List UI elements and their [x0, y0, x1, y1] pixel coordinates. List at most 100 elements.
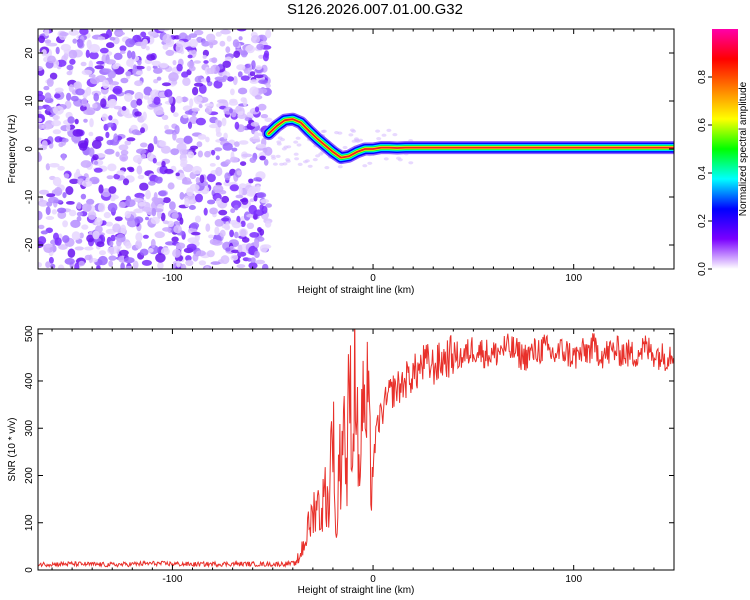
- snr-y-tick-label: 400: [24, 372, 35, 389]
- noise-blob: [254, 95, 263, 100]
- noise-blob: [195, 117, 206, 126]
- noise-blob: [86, 39, 92, 50]
- noise-blob: [81, 97, 88, 107]
- noise-blob: [68, 209, 77, 217]
- noise-blob: [96, 60, 105, 65]
- noise-blob: [110, 196, 116, 202]
- noise-blob: [247, 186, 257, 196]
- noise-blob: [134, 80, 143, 87]
- noise-blob: [188, 205, 196, 210]
- noise-blob: [180, 263, 187, 269]
- noise-blob: [84, 246, 94, 251]
- noise-blob: [171, 212, 179, 219]
- noise-blob: [195, 193, 203, 203]
- noise-blob: [194, 215, 202, 223]
- noise-blob: [337, 131, 343, 135]
- noise-blob: [204, 103, 214, 107]
- noise-blob: [89, 118, 94, 128]
- noise-blob: [75, 168, 81, 176]
- noise-blob: [162, 44, 169, 50]
- noise-blob: [221, 217, 230, 222]
- noise-blob: [229, 220, 238, 225]
- noise-blob: [93, 167, 103, 173]
- noise-blob: [191, 231, 201, 236]
- noise-blob: [139, 248, 149, 256]
- noise-blob: [68, 29, 80, 36]
- noise-blob: [157, 262, 164, 269]
- noise-blob: [118, 144, 129, 151]
- noise-blob: [100, 98, 107, 108]
- noise-blob: [158, 29, 169, 32]
- noise-blob: [172, 248, 182, 258]
- noise-blob: [116, 239, 122, 247]
- noise-blob: [104, 148, 115, 155]
- noise-blob: [293, 152, 299, 156]
- noise-blob: [126, 50, 132, 59]
- spectrogram-x-tick-label: 0: [370, 273, 376, 284]
- noise-blob: [131, 129, 141, 135]
- noise-blob: [74, 262, 80, 269]
- noise-blob: [190, 145, 199, 150]
- noise-blob: [58, 244, 68, 250]
- noise-blob: [108, 81, 120, 86]
- noise-blob: [39, 189, 49, 195]
- colorbar-tick-label: 0.6: [697, 118, 708, 132]
- noise-blob: [121, 106, 127, 111]
- noise-blob: [126, 137, 136, 142]
- noise-blob: [225, 247, 231, 252]
- noise-blob: [221, 117, 227, 127]
- noise-blob: [46, 193, 56, 198]
- noise-blob: [295, 136, 301, 140]
- noise-blob: [58, 142, 64, 148]
- noise-blob: [240, 97, 247, 103]
- noise-blob: [256, 192, 267, 199]
- noise-blob: [57, 165, 65, 171]
- noise-blob: [124, 199, 136, 208]
- noise-blob: [198, 103, 203, 109]
- noise-blob: [210, 261, 221, 265]
- noise-blob: [92, 154, 99, 161]
- noise-blob: [38, 224, 45, 230]
- noise-blob: [49, 72, 58, 80]
- noise-blob: [135, 240, 143, 249]
- noise-blob: [264, 146, 273, 156]
- noise-blob: [231, 200, 242, 209]
- noise-blob: [120, 149, 129, 156]
- noise-blob: [115, 151, 120, 157]
- noise-blob: [109, 36, 116, 41]
- noise-blob: [189, 116, 198, 124]
- noise-blob: [134, 208, 141, 213]
- noise-blob: [66, 201, 75, 205]
- noise-blob: [240, 75, 250, 81]
- noise-blob: [51, 119, 62, 127]
- noise-blob: [164, 168, 174, 174]
- noise-blob: [124, 210, 131, 219]
- noise-blob: [107, 70, 117, 79]
- noise-blob: [236, 170, 242, 176]
- noise-blob: [145, 189, 151, 200]
- noise-blob: [245, 44, 256, 54]
- spectrogram-x-label: Height of straight line (km): [298, 285, 415, 296]
- noise-blob: [254, 106, 260, 113]
- noise-blob: [54, 187, 63, 196]
- noise-blob: [92, 230, 100, 240]
- noise-blob: [41, 49, 47, 57]
- noise-blob: [107, 202, 118, 213]
- noise-blob: [138, 202, 146, 207]
- noise-blob: [241, 197, 249, 205]
- noise-blob: [184, 110, 194, 115]
- noise-blob: [66, 123, 71, 132]
- noise-blob: [173, 112, 179, 118]
- noise-blob: [250, 121, 260, 127]
- noise-blob: [318, 152, 324, 156]
- noise-blob: [236, 264, 246, 269]
- noise-blob: [106, 175, 114, 180]
- colorbar-ticks: 0.0 0.2 0.4 0.6 0.8: [697, 70, 712, 276]
- noise-blob: [324, 166, 330, 170]
- noise-blob: [191, 107, 200, 112]
- noise-blob: [237, 111, 244, 116]
- noise-blob: [249, 157, 257, 164]
- colorbar-tick-label: 0.0: [697, 262, 708, 276]
- noise-blob: [96, 241, 105, 248]
- noise-blob: [249, 71, 256, 77]
